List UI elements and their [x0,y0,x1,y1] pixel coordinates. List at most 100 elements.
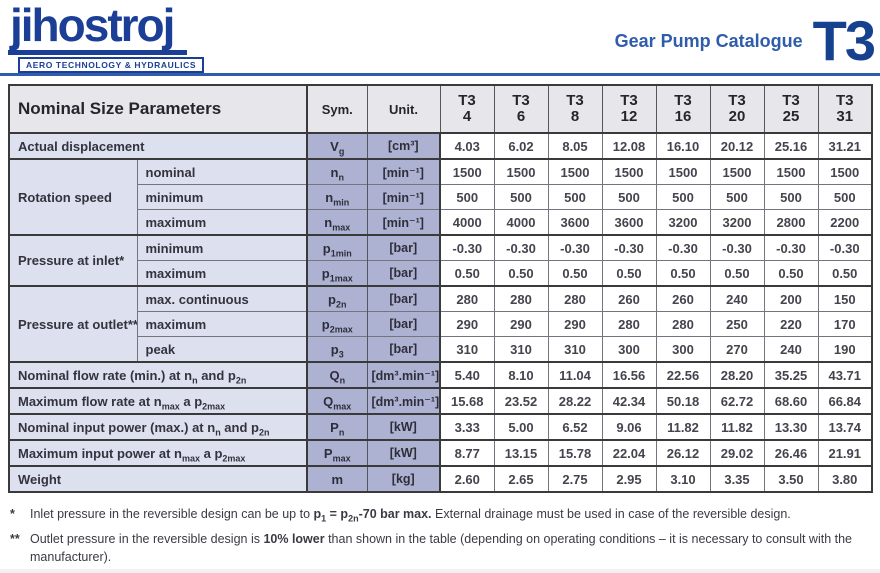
value-cell: 3.10 [655,465,710,492]
value-cell: 2.60 [439,465,494,492]
value-cell: 500 [493,184,548,210]
value-cell: 22.04 [601,439,656,466]
table-row: Nominal flow rate (min.) at nn and p2n Qn… [9,361,872,388]
value-cell: 4.03 [439,132,494,159]
unit-cell: [bar] [366,336,440,362]
symbol-base: p [321,316,330,332]
symbol-subscript: n [338,427,345,438]
value-cell: 1500 [655,158,710,185]
symbol-cell: Qn [306,361,367,388]
value-cell: 0.50 [817,260,872,286]
value-cell: 26.46 [763,439,818,466]
value-cell: 1500 [817,158,872,185]
value-cell: 6.02 [493,132,548,159]
text-segment: p [313,507,322,521]
value-cell: 13.15 [493,439,548,466]
text-segment: Maximum input power at n [18,445,182,461]
text-segment: max [181,453,200,464]
unit-cell: [kW] [366,439,440,466]
table-title-cell: Nominal Size Parameters [9,85,307,134]
value-cell: 500 [547,184,602,210]
symbol-cell: m [306,465,367,492]
symbol-cell: p3 [306,336,367,362]
size-header-cell: T3 31 [817,85,872,134]
symbol-subscript: max [332,222,351,233]
value-cell: -0.30 [439,234,494,261]
text-segment: maximum [145,265,207,281]
row-label-cell: Maximum flow rate at nmax a p2max [9,387,307,414]
table-row: minimum nmin [min⁻¹] 500 500 500 500 500 500 500 5… [9,184,872,210]
text-segment: a p [199,445,223,461]
text-segment: Maximum flow rate at n [18,393,162,409]
symbol-cell: nmax [306,209,367,235]
size-header-number: 4 [462,108,472,125]
text-segment: 2n [348,513,359,524]
symbol-subscript: 2n [335,299,347,310]
size-header-prefix: T3 [566,92,584,110]
value-cell: 0.50 [709,260,764,286]
value-cell: 190 [817,336,872,362]
value-cell: 290 [439,311,494,337]
text-segment: nominal [145,164,196,180]
value-cell: 3.33 [439,413,494,440]
value-cell: 310 [493,336,548,362]
unit-cell: [bar] [366,260,440,286]
value-cell: -0.30 [655,234,710,261]
table-row: Pressure at inlet* minimum p1min [bar] -0.30… [9,234,872,286]
text-segment: and p [197,367,236,383]
value-cell: 11.82 [655,413,710,440]
text-segment: than shown in the table (depending on op… [30,532,853,565]
size-header-number: 6 [516,108,526,125]
value-cell: 500 [763,184,818,210]
value-cell: 300 [655,336,710,362]
value-cell: 1500 [601,158,656,185]
symbol-subscript: max [333,401,352,412]
value-cell: 13.74 [817,413,872,440]
value-cell: 500 [439,184,494,210]
text-segment: and p [220,419,259,435]
footnote-marker: ** [10,532,20,547]
value-cell: 0.50 [439,260,494,286]
value-cell: 2800 [763,209,818,235]
page-header: jihostroj AERO TECHNOLOGY & HYDRAULICS G… [0,0,880,73]
value-cell: 310 [439,336,494,362]
value-cell: 43.71 [817,361,872,388]
value-cell: 28.20 [709,361,764,388]
value-cell: 500 [601,184,656,210]
row-label-cell: minimum [136,184,307,210]
value-cell: 28.22 [547,387,602,414]
value-cell: 0.50 [601,260,656,286]
symbol-base: Q [329,367,340,383]
value-cell: 3.80 [817,465,872,492]
size-header-cell: T3 25 [763,85,818,134]
symbol-base: P [330,419,339,435]
text-segment: max. continuous [145,291,249,307]
size-header-prefix: T3 [782,92,800,110]
value-cell: 2200 [817,209,872,235]
brand-logo: jihostroj AERO TECHNOLOGY & HYDRAULICS [8,0,205,73]
symbol-base: P [323,445,333,461]
value-cell: 280 [493,285,548,312]
value-cell: -0.30 [493,234,548,261]
text-segment: 10% lower [263,532,325,547]
symbol-base: m [331,471,344,487]
text-segment: = p [326,507,349,521]
unit-cell: [cm³] [366,132,440,159]
catalogue-title: Gear Pump Catalogue [614,30,803,51]
value-cell: 15.68 [439,387,494,414]
value-cell: 200 [763,285,818,312]
unit-cell: [min⁻¹] [366,209,440,235]
symbol-base: p [322,240,331,256]
symbol-cell: Pmax [306,439,367,466]
text-segment: 2n [258,427,270,438]
value-cell: 3.50 [763,465,818,492]
size-header-cell: T3 8 [547,85,602,134]
size-header-prefix: T3 [512,92,530,110]
row-label-cell: Actual displacement [9,132,307,159]
symbol-cell: Qmax [306,387,367,414]
table-row: Maximum flow rate at nmax a p2max Qmax [dm… [9,387,872,414]
value-cell: 13.30 [763,413,818,440]
size-header-prefix: T3 [620,92,638,110]
value-cell: 1500 [709,158,764,185]
unit-cell: [dm³.min⁻¹] [366,361,440,388]
